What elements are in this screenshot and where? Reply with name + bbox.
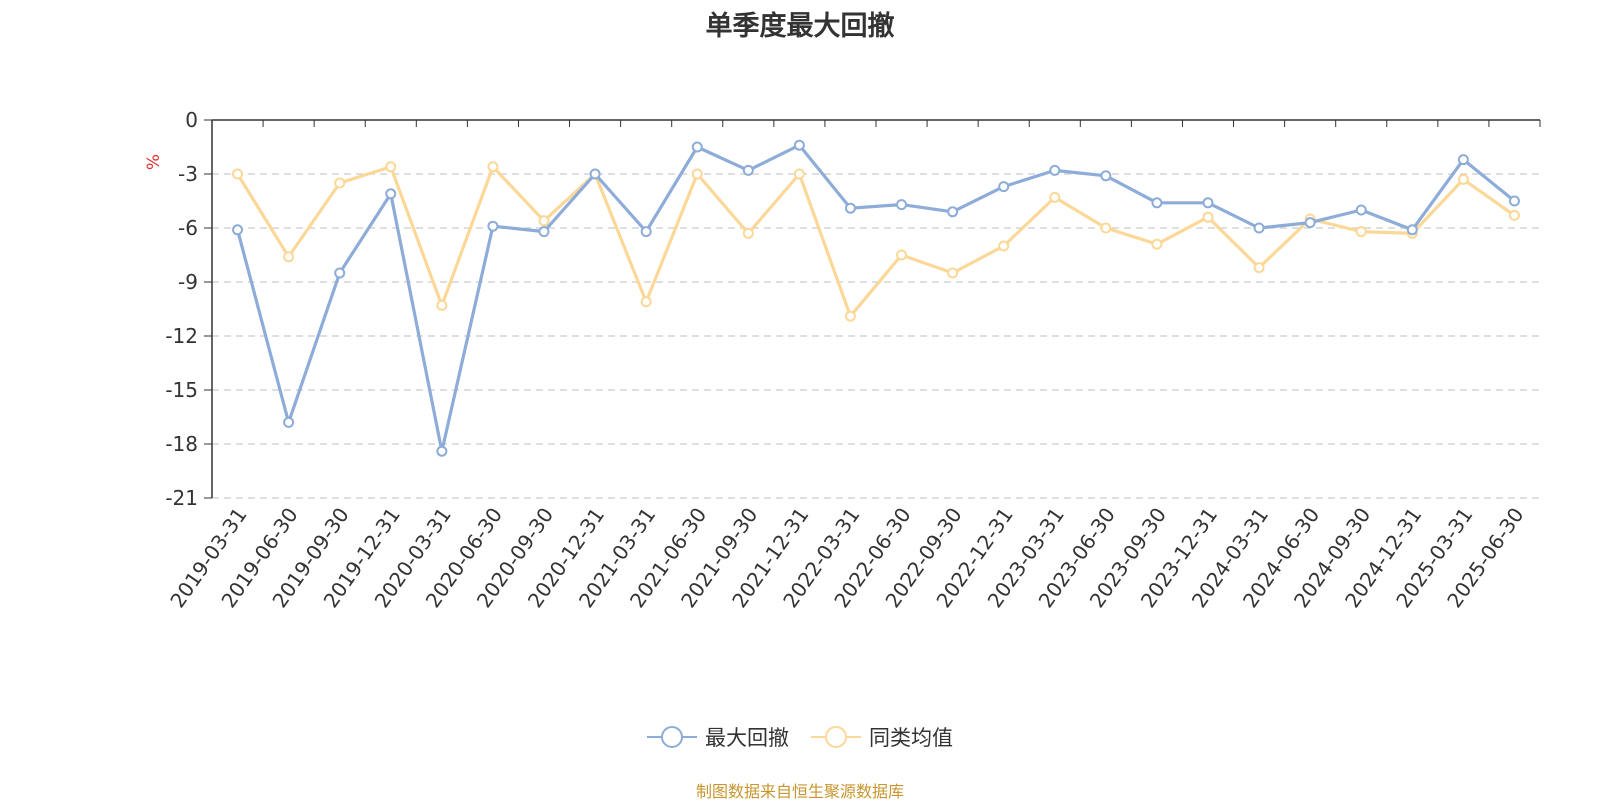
data-point-peer-average[interactable] (1202, 211, 1214, 223)
legend-marker-max-drawdown (647, 726, 697, 748)
legend-item-max-drawdown[interactable]: 最大回撤 (647, 722, 789, 752)
data-point-max-drawdown[interactable] (589, 168, 601, 180)
data-point-peer-average[interactable] (538, 215, 550, 227)
data-point-peer-average[interactable] (947, 267, 959, 279)
data-point-max-drawdown[interactable] (1406, 224, 1418, 236)
y-axis-label: % (144, 154, 164, 170)
series-line-max-drawdown (235, 143, 1516, 453)
data-point-max-drawdown[interactable] (640, 226, 652, 238)
data-point-peer-average[interactable] (640, 296, 652, 308)
data-point-peer-average[interactable] (232, 168, 244, 180)
data-point-peer-average[interactable] (1049, 191, 1061, 203)
data-point-peer-average[interactable] (283, 251, 295, 263)
y-tick-label: -12 (165, 324, 198, 348)
data-point-max-drawdown[interactable] (1202, 197, 1214, 209)
data-point-max-drawdown[interactable] (1355, 204, 1367, 216)
data-point-peer-average[interactable] (896, 249, 908, 261)
data-point-peer-average[interactable] (487, 161, 499, 173)
data-point-max-drawdown[interactable] (436, 445, 448, 457)
data-point-peer-average[interactable] (1100, 222, 1112, 234)
data-point-max-drawdown[interactable] (844, 202, 856, 214)
data-point-max-drawdown[interactable] (998, 181, 1010, 193)
data-point-max-drawdown[interactable] (1049, 164, 1061, 176)
data-point-peer-average[interactable] (691, 168, 703, 180)
chart-title: 单季度最大回撤 (705, 11, 895, 42)
data-point-peer-average[interactable] (742, 227, 754, 239)
y-tick-label: 0 (185, 108, 198, 132)
data-point-max-drawdown[interactable] (691, 141, 703, 153)
legend-label-peer-average: 同类均值 (869, 726, 953, 750)
data-point-peer-average[interactable] (844, 310, 856, 322)
y-tick-label: -18 (165, 432, 198, 456)
data-point-max-drawdown[interactable] (487, 220, 499, 232)
data-point-max-drawdown[interactable] (232, 224, 244, 236)
data-point-max-drawdown[interactable] (538, 226, 550, 238)
data-point-max-drawdown[interactable] (1457, 154, 1469, 166)
legend-label-max-drawdown: 最大回撤 (705, 726, 789, 750)
data-point-max-drawdown[interactable] (1304, 217, 1316, 229)
chart-legend: 最大回撤 同类均值 (0, 722, 1600, 752)
series-line-peer-average (236, 165, 1516, 318)
y-tick-label: -21 (165, 486, 198, 510)
data-point-max-drawdown[interactable] (334, 267, 346, 279)
data-point-peer-average[interactable] (436, 299, 448, 311)
data-point-max-drawdown[interactable] (385, 188, 397, 200)
data-point-max-drawdown[interactable] (283, 416, 295, 428)
data-point-max-drawdown[interactable] (1100, 170, 1112, 182)
data-point-peer-average[interactable] (1151, 238, 1163, 250)
data-point-max-drawdown[interactable] (947, 206, 959, 218)
y-tick-label: -6 (178, 216, 198, 240)
data-source-note: 制图数据来自恒生聚源数据库 (695, 782, 904, 801)
data-point-peer-average[interactable] (793, 168, 805, 180)
y-tick-label: -9 (178, 270, 198, 294)
data-point-max-drawdown[interactable] (1151, 197, 1163, 209)
data-point-peer-average[interactable] (1253, 262, 1265, 274)
data-point-max-drawdown[interactable] (1508, 195, 1520, 207)
y-tick-label: -3 (178, 162, 198, 186)
data-point-max-drawdown[interactable] (896, 199, 908, 211)
data-point-peer-average[interactable] (998, 240, 1010, 252)
y-tick-label: -15 (165, 378, 198, 402)
data-point-peer-average[interactable] (385, 161, 397, 173)
data-point-peer-average[interactable] (1508, 209, 1520, 221)
data-point-peer-average[interactable] (334, 177, 346, 189)
data-point-max-drawdown[interactable] (1253, 222, 1265, 234)
data-point-peer-average[interactable] (1457, 173, 1469, 185)
legend-marker-peer-average (811, 726, 861, 748)
legend-item-peer-average[interactable]: 同类均值 (811, 722, 953, 752)
data-point-peer-average[interactable] (1355, 226, 1367, 238)
data-point-max-drawdown[interactable] (793, 139, 805, 151)
data-point-max-drawdown[interactable] (742, 164, 754, 176)
